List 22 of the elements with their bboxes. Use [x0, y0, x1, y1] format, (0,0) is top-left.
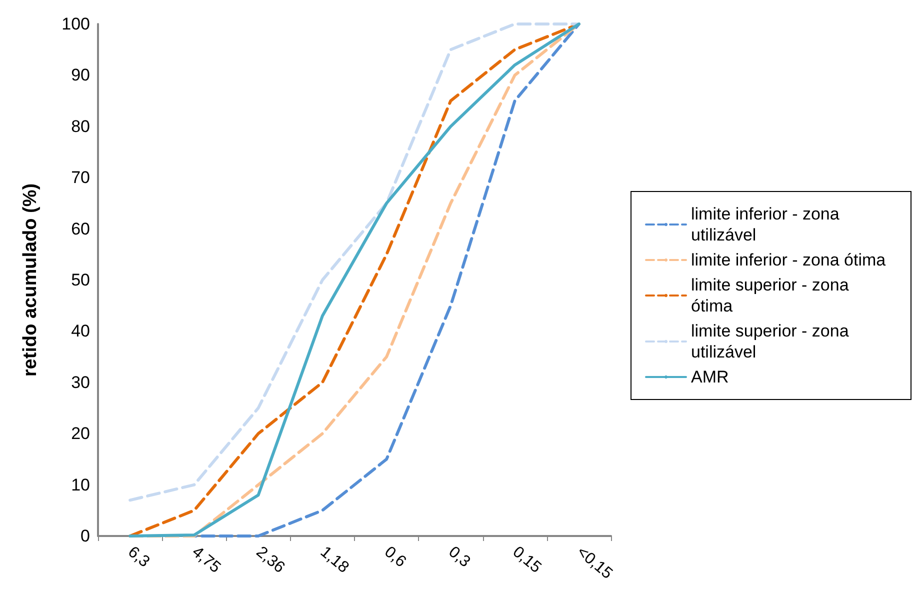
y-axis-title: retido acumulado (%) [20, 183, 41, 377]
y-tick-label: 90 [71, 66, 90, 85]
y-tick-label: 80 [71, 116, 90, 136]
x-tick-label: 0,3 [445, 543, 474, 571]
legend-label: AMR [691, 368, 729, 386]
y-tick-label: 100 [62, 14, 90, 34]
y-tick-label: 30 [71, 372, 90, 392]
y-tick-label: 60 [71, 219, 90, 238]
y-tick-label: 40 [71, 322, 90, 341]
y-tick-label: 10 [71, 475, 90, 494]
x-tick-label: 4,75 [188, 543, 224, 577]
x-tick-label: 1,18 [316, 543, 352, 577]
x-tick-label: 0,6 [381, 543, 410, 571]
legend-label: limite superior - zona utilizável [691, 322, 854, 362]
y-tick-label: 0 [80, 526, 90, 546]
x-tick-label: 0,15 [509, 543, 544, 577]
y-tick-label: 70 [71, 168, 90, 188]
x-tick-label: 2,36 [252, 543, 288, 577]
y-tick-label: 50 [71, 270, 90, 290]
y-tick-label: 20 [71, 424, 90, 444]
x-tick-label: 6,3 [124, 543, 153, 571]
legend-label: limite inferior - zona ótima [691, 250, 886, 270]
